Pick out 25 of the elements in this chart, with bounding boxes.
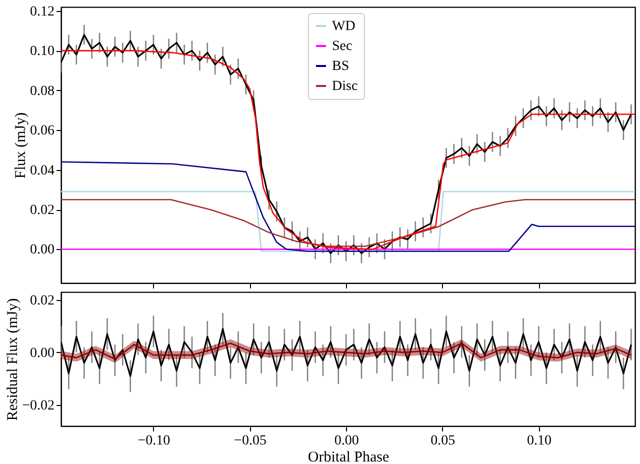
y-tick-label: 0.08 bbox=[30, 84, 54, 99]
y-tick-label: 0.10 bbox=[30, 44, 54, 60]
legend-label: Disc bbox=[332, 79, 358, 94]
y-tick-label: 0.00 bbox=[30, 346, 54, 361]
y-tick-label: 0.02 bbox=[30, 293, 54, 308]
legend-label: Sec bbox=[332, 39, 352, 54]
legend-label: BS bbox=[332, 59, 350, 74]
x-tick-label: 0.00 bbox=[334, 434, 359, 448]
x-tick-label: 0.05 bbox=[430, 434, 456, 448]
x-tick-label: −0.05 bbox=[234, 434, 266, 448]
x-tick-label: 0.10 bbox=[526, 434, 552, 448]
legend-label: WD bbox=[332, 19, 356, 34]
y-axis-title: Flux (mJy) bbox=[13, 112, 29, 179]
y-tick-label: 0.06 bbox=[30, 124, 54, 139]
y-tick-label: 0.02 bbox=[30, 203, 54, 218]
y-tick-label: 0.12 bbox=[30, 4, 54, 20]
y-tick-label: 0.00 bbox=[30, 242, 54, 258]
x-axis-title: Orbital Phase bbox=[308, 450, 390, 464]
line-series bbox=[61, 161, 635, 252]
y-tick-label: −0.02 bbox=[22, 398, 54, 414]
y-axis-title: Residual Flux (mJy) bbox=[5, 298, 22, 421]
y-tick-label: 0.04 bbox=[30, 163, 54, 178]
line-series bbox=[61, 198, 635, 247]
x-tick-label: −0.10 bbox=[138, 434, 170, 448]
line-series bbox=[61, 342, 632, 360]
